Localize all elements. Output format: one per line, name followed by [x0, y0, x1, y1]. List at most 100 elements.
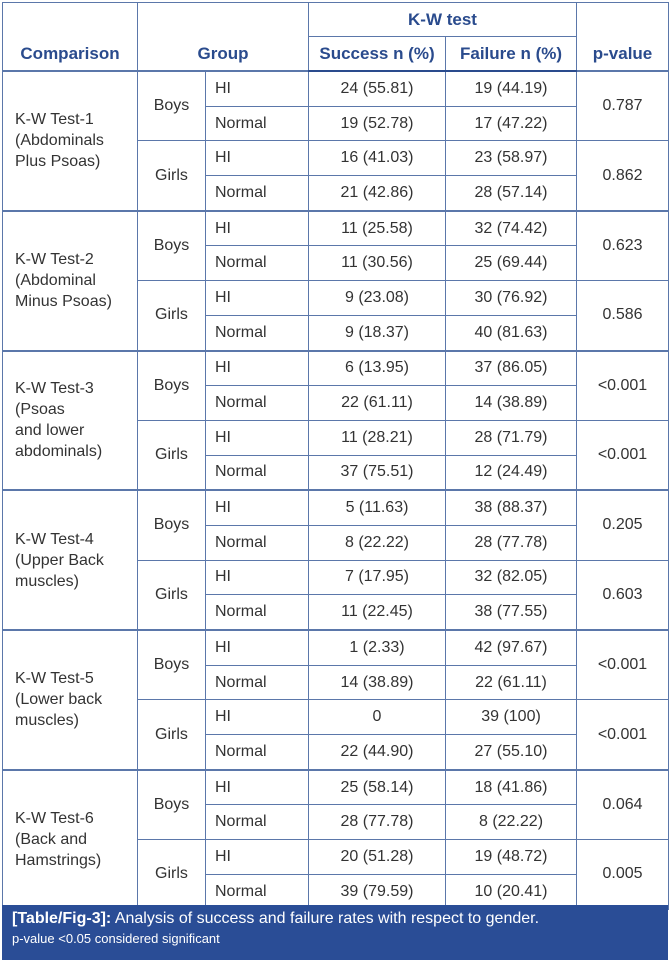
comparison-cell: K-W Test-1 (Abdominals Plus Psoas) [2, 70, 138, 212]
results-table: Comparison Group K-W test p-value Succes… [2, 2, 670, 910]
subgroup-cell: Normal [205, 594, 309, 631]
table-row: Girls HI 16 (41.03) 23 (58.97) 0.862 [3, 140, 670, 212]
subgroup-cell: Normal [205, 804, 309, 841]
table-row: Normal 11 (30.56) 25 (69.44) [3, 245, 669, 282]
subgroup-cell: Normal [205, 524, 309, 561]
table-row: Girls HI 7 (17.95) 32 (82.05) 0.603 [3, 559, 670, 631]
table-row: Normal 22 (44.90) 27 (55.10) [3, 734, 669, 771]
subgroup-cell: HI [205, 839, 309, 875]
subgroup-cell: HI [205, 768, 309, 806]
comparison-line: K-W Test-5 [15, 670, 94, 688]
gender-cell: Boys [137, 629, 206, 701]
success-cell: 11 (22.45) [308, 594, 446, 631]
subgroup-cell: Normal [205, 175, 309, 212]
comparison-cell: K-W Test-2 (Abdominal Minus Psoas) [2, 209, 138, 351]
p-value-cell: <0.001 [576, 699, 670, 771]
comparison-line: K-W Test-6 [15, 810, 94, 828]
comparison-line: Plus Psoas) [15, 153, 101, 171]
table-row: K-W Test-6 (Back and Hamstrings) Boys HI 25 (… [2, 768, 670, 910]
success-cell: 16 (41.03) [308, 140, 446, 177]
header-comparison: Comparison [2, 2, 138, 72]
subgroup-cell: Normal [205, 245, 309, 282]
p-value-cell: 0.064 [576, 768, 670, 841]
success-cell: 9 (23.08) [308, 280, 446, 316]
table-row: Normal 22 (61.11) 14 (38.89) [3, 385, 669, 421]
failure-cell: 28 (77.78) [444, 524, 578, 561]
table-row: K-W Test-2 (Abdominal Minus Psoas) Boys HI 11… [2, 209, 670, 351]
caption-note: p-value <0.05 considered significant [12, 931, 220, 946]
failure-cell: 28 (57.14) [444, 175, 578, 212]
header-group: Group [137, 2, 309, 72]
success-cell: 6 (13.95) [308, 349, 446, 387]
p-value-cell: 0.005 [576, 839, 670, 910]
subgroup-cell: HI [205, 699, 309, 736]
success-cell: 8 (22.22) [308, 524, 446, 561]
failure-cell: 32 (82.05) [444, 559, 578, 596]
subgroup-cell: HI [205, 628, 309, 666]
success-cell: 7 (17.95) [308, 559, 446, 596]
comparison-cell: K-W Test-4 (Upper Back muscles) [2, 489, 138, 631]
success-cell: 22 (61.11) [308, 385, 446, 421]
success-cell: 28 (77.78) [308, 804, 446, 841]
table-row: Normal 21 (42.86) 28 (57.14) [3, 175, 669, 212]
p-value-cell: <0.001 [576, 419, 670, 491]
table-row: Girls HI 0 39 (100) <0.001 [3, 699, 670, 771]
table-row: K-W Test-1 (Abdominals Plus Psoas) Boys HI 24… [2, 69, 670, 212]
success-cell: 37 (75.51) [308, 454, 446, 491]
p-value-cell: 0.862 [576, 140, 670, 212]
table-row: K-W Test-5 (Lower back muscles) Boys HI 1 (2.… [2, 628, 670, 771]
subgroup-cell: HI [205, 280, 309, 316]
success-cell: 21 (42.86) [308, 175, 446, 212]
p-value-cell: <0.001 [576, 629, 670, 701]
gender-cell: Girls [137, 140, 206, 212]
subgroup-cell: Normal [205, 105, 309, 142]
comparison-line: (Lower back [15, 691, 103, 709]
gender-cell: Girls [137, 699, 206, 771]
failure-cell: 42 (97.67) [444, 628, 578, 666]
failure-cell: 14 (38.89) [444, 385, 578, 421]
subgroup-cell: Normal [205, 385, 309, 421]
failure-cell: 22 (61.11) [444, 664, 578, 701]
subgroup-cell: HI [205, 209, 309, 247]
gender-cell: Boys [137, 349, 206, 421]
subgroup-cell: HI [205, 140, 309, 177]
subgroup-cell: HI [205, 559, 309, 596]
failure-cell: 40 (81.63) [444, 314, 578, 352]
comparison-line: K-W Test-3 [15, 380, 94, 398]
table-caption: [Table/Fig-3]: Analysis of success and f… [2, 905, 668, 960]
table-row: Normal 9 (18.37) 40 (81.63) [3, 314, 669, 352]
p-value-cell: 0.586 [576, 280, 670, 351]
comparison-line: (Abdominal [15, 272, 96, 290]
table-row: Normal 28 (77.78) 8 (22.22) [3, 804, 669, 841]
comparison-line: K-W Test-1 [15, 111, 94, 129]
header-p-value: p-value [576, 2, 670, 72]
failure-cell: 27 (55.10) [444, 734, 578, 771]
failure-cell: 17 (47.22) [444, 105, 578, 142]
success-cell: 0 [308, 699, 446, 736]
gender-cell: Girls [137, 839, 206, 910]
comparison-line: muscles) [15, 712, 80, 730]
failure-cell: 8 (22.22) [444, 804, 578, 841]
table-row: K-W Test-4 (Upper Back muscles) Boys HI 5 (11… [2, 489, 670, 631]
comparison-line: (Back and [15, 831, 88, 849]
table-row: Normal 37 (75.51) 12 (24.49) [3, 454, 669, 491]
failure-cell: 19 (48.72) [444, 839, 578, 875]
p-value-cell: 0.205 [576, 489, 670, 561]
subgroup-cell: HI [205, 489, 309, 526]
table-row: Girls HI 11 (28.21) 28 (71.79) <0.001 [3, 419, 670, 491]
gender-cell: Boys [137, 70, 206, 142]
gender-cell: Boys [137, 209, 206, 282]
subgroup-cell: Normal [205, 664, 309, 701]
gender-cell: Boys [137, 768, 206, 841]
subgroup-cell: HI [205, 69, 309, 107]
success-cell: 11 (30.56) [308, 245, 446, 282]
failure-cell: 19 (44.19) [444, 69, 578, 107]
table-row: Normal 19 (52.78) 17 (47.22) [3, 105, 669, 142]
failure-cell: 37 (86.05) [444, 349, 578, 387]
comparison-line: (Abdominals [15, 132, 104, 150]
failure-cell: 28 (71.79) [444, 419, 578, 456]
comparison-cell: K-W Test-3 (Psoas and lower abdominals) [2, 349, 138, 491]
p-value-cell: 0.623 [576, 209, 670, 282]
subgroup-cell: HI [205, 349, 309, 387]
subgroup-cell: Normal [205, 734, 309, 771]
